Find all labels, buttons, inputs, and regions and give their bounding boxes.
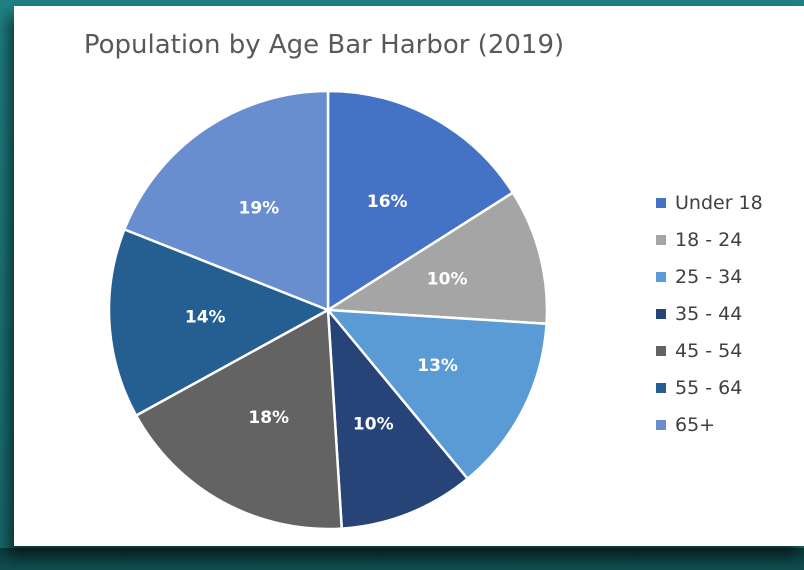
slice-label-65: 19% (239, 198, 280, 218)
legend-swatch (656, 382, 666, 393)
pie-slices (107, 89, 549, 531)
pie-slice-under-18 (326, 89, 515, 313)
legend-swatch (656, 308, 666, 319)
slice-label-25-34: 13% (417, 356, 458, 376)
slice-label-under-18: 16% (367, 192, 408, 212)
pie-labels: 16% 10% 13% 10% 18% 14% 19% (185, 192, 468, 434)
legend-label: 25 - 34 (675, 265, 743, 288)
pie-slice-35-44 (326, 306, 470, 530)
legend-item-under-18: Under 18 (656, 184, 763, 221)
legend-swatch (656, 197, 666, 208)
legend: Under 18 18 - 24 25 - 34 35 - 44 45 - 54 55 -… (656, 184, 763, 443)
slice-label-35-44: 10% (353, 414, 394, 434)
legend-item-55-64: 55 - 64 (656, 369, 763, 406)
pie-slice-45-54 (134, 307, 344, 531)
pie-slice-18-24 (324, 190, 549, 326)
chart-title: Population by Age Bar Harbor (2019) (83, 30, 565, 60)
bottom-shadow (0, 548, 804, 570)
slice-label-45-54: 18% (248, 408, 289, 428)
legend-label: 35 - 44 (675, 302, 743, 325)
legend-swatch (656, 271, 666, 282)
legend-label: 55 - 64 (675, 376, 743, 399)
legend-item-65: 65+ (656, 406, 763, 443)
legend-item-45-54: 45 - 54 (656, 332, 763, 369)
legend-swatch (656, 234, 666, 245)
legend-swatch (656, 345, 666, 356)
legend-item-25-34: 25 - 34 (656, 258, 763, 295)
legend-label: Under 18 (675, 191, 763, 214)
legend-item-18-24: 18 - 24 (656, 221, 763, 258)
pie-slice-55-64 (107, 227, 331, 418)
legend-item-35-44: 35 - 44 (656, 295, 763, 332)
slice-label-18-24: 10% (427, 269, 468, 289)
legend-label: 45 - 54 (675, 339, 743, 362)
legend-label: 65+ (675, 413, 716, 436)
pie-slice-65 (122, 89, 330, 312)
legend-label: 18 - 24 (675, 228, 743, 251)
legend-swatch (656, 419, 666, 430)
slice-label-55-64: 14% (185, 308, 226, 328)
pie-slice-25-34 (325, 308, 548, 481)
